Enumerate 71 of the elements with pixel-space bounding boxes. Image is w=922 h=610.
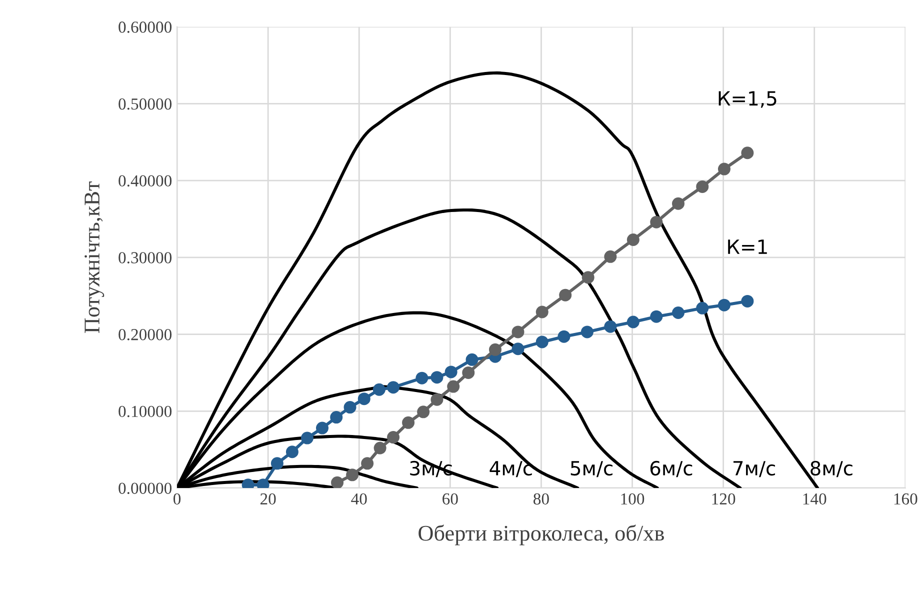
text: К=1 xyxy=(728,240,767,254)
point xyxy=(672,306,684,320)
point xyxy=(466,353,478,366)
point xyxy=(358,392,370,406)
series-label: 6м/с xyxy=(650,460,692,478)
point xyxy=(316,422,328,434)
x-axis-title: Оберти вітроколеса, об/хв xyxy=(418,524,664,546)
y-tick-label: 0.60000 xyxy=(118,22,172,33)
point xyxy=(444,366,458,378)
point xyxy=(387,431,400,444)
point xyxy=(696,180,709,193)
point xyxy=(741,146,754,160)
point xyxy=(512,326,524,338)
y-tick-label: 0.10000 xyxy=(118,406,172,418)
point xyxy=(512,342,524,356)
point xyxy=(559,288,572,302)
point xyxy=(346,468,359,482)
y-tick-label: 0.50000 xyxy=(118,98,172,110)
point xyxy=(372,383,386,396)
point xyxy=(387,381,400,394)
point xyxy=(361,457,374,470)
x-tick-label: 160 xyxy=(894,493,918,505)
point xyxy=(330,411,343,424)
point xyxy=(488,343,502,356)
point xyxy=(536,306,548,318)
point xyxy=(626,233,640,246)
text: К=1,5 xyxy=(718,91,776,108)
x-tick-label: 100 xyxy=(621,493,644,505)
x-tick-label: 40 xyxy=(351,493,367,505)
point xyxy=(558,330,570,343)
x-tick-label: 120 xyxy=(712,493,736,505)
x-tick-label: 20 xyxy=(260,493,276,505)
series-label: 8м/с xyxy=(810,460,852,478)
point xyxy=(604,320,617,333)
y-tick-label: 0.00000 xyxy=(118,482,172,494)
point xyxy=(402,416,415,429)
series-label: 5м/с xyxy=(570,461,612,478)
point xyxy=(650,310,663,323)
point xyxy=(286,446,298,458)
point xyxy=(447,380,460,393)
series-label: 4м/с xyxy=(490,461,532,478)
point xyxy=(696,302,709,314)
point xyxy=(718,162,730,176)
point xyxy=(270,457,284,470)
series-label: 7м/с xyxy=(733,461,775,478)
point xyxy=(741,294,754,308)
point xyxy=(417,406,430,418)
point xyxy=(331,476,344,488)
point xyxy=(580,326,594,338)
point xyxy=(626,316,640,328)
x-tick-label: 60 xyxy=(442,493,458,505)
point xyxy=(430,393,444,406)
point xyxy=(416,372,428,384)
point xyxy=(374,442,386,454)
point xyxy=(650,216,663,228)
y-tick-label: 0.20000 xyxy=(118,328,172,340)
point xyxy=(672,197,684,210)
y-tick-label: 0.40000 xyxy=(118,175,172,187)
point xyxy=(430,371,444,384)
x-tick-label: 0 xyxy=(173,493,181,505)
point xyxy=(344,401,356,414)
point xyxy=(536,336,548,348)
y-axis-title: Потужнічть,кВт xyxy=(84,182,104,333)
point xyxy=(718,298,730,312)
x-tick-label: 140 xyxy=(803,493,826,505)
y-tick-label: 0.30000 xyxy=(118,252,172,264)
point xyxy=(582,271,594,284)
x-tick-label: 80 xyxy=(534,493,549,505)
point xyxy=(462,366,475,379)
point xyxy=(604,250,617,263)
point xyxy=(300,432,314,444)
